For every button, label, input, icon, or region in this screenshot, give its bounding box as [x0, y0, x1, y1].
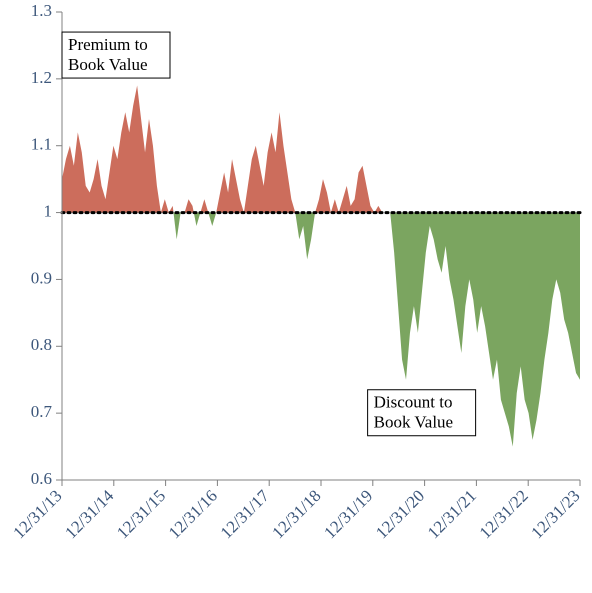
y-tick-label: 1: [44, 201, 53, 220]
pb-ratio-chart: 0.60.70.80.911.11.21.312/31/1312/31/1412…: [0, 0, 592, 593]
y-tick-label: 1.2: [31, 68, 52, 87]
x-tick-label: 12/31/14: [61, 486, 118, 543]
x-tick-label: 12/31/13: [9, 486, 65, 542]
y-tick-label: 1.1: [31, 135, 52, 154]
x-tick-label: 12/31/16: [165, 486, 221, 542]
x-tick-label: 12/31/20: [372, 486, 428, 542]
chart-svg: 0.60.70.80.911.11.21.312/31/1312/31/1412…: [0, 0, 592, 593]
annotation-text-discount-l2: Book Value: [374, 413, 454, 432]
discount-area-segment: [208, 213, 216, 226]
premium-area-segment: [315, 166, 390, 213]
x-tick-label: 12/31/22: [476, 486, 532, 542]
x-tick-label: 12/31/19: [320, 486, 376, 542]
x-tick-label: 12/31/23: [527, 486, 583, 542]
annotation-text-discount-l1: Discount to: [374, 393, 453, 412]
premium-area-segment: [216, 112, 295, 212]
x-tick-label: 12/31/15: [113, 486, 169, 542]
discount-area-segment: [295, 213, 315, 260]
x-tick-label: 12/31/18: [268, 486, 324, 542]
x-tick-label: 12/31/21: [424, 486, 480, 542]
y-tick-label: 1.3: [31, 1, 52, 20]
x-tick-label: 12/31/17: [217, 486, 274, 543]
y-tick-label: 0.7: [31, 402, 53, 421]
premium-area-segment: [181, 199, 194, 212]
y-tick-label: 0.6: [31, 469, 52, 488]
discount-area-segment: [194, 213, 201, 226]
premium-area-segment: [62, 86, 174, 213]
y-tick-label: 0.8: [31, 335, 52, 354]
premium-area-segment: [200, 199, 208, 212]
annotation-text-premium-l1: Premium to: [68, 35, 148, 54]
y-tick-label: 0.9: [31, 268, 52, 287]
annotation-text-premium-l2: Book Value: [68, 55, 148, 74]
discount-area-segment: [174, 213, 181, 240]
